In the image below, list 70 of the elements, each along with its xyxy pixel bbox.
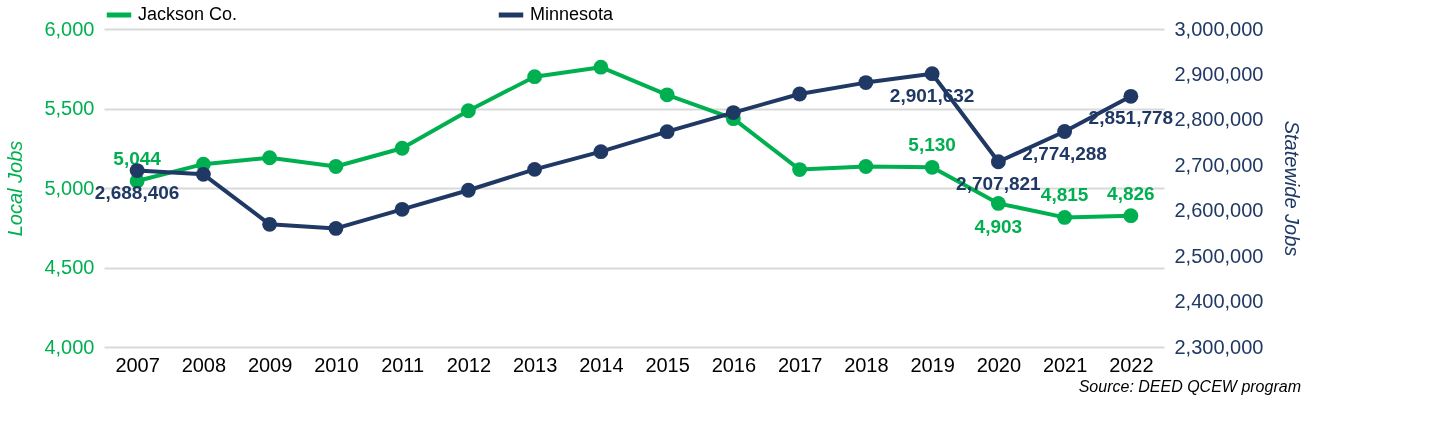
data-label: 2,774,288 [1022, 142, 1107, 164]
x-tick-label: 2008 [181, 353, 227, 376]
point [924, 159, 940, 175]
source-note: Source: DEED QCEW program [1078, 378, 1301, 395]
data-label: 5,130 [908, 134, 956, 156]
point [460, 103, 476, 119]
point [460, 182, 476, 198]
point [593, 144, 609, 160]
point [659, 124, 675, 140]
point [990, 196, 1006, 211]
data-label: 2,688,406 [94, 181, 180, 203]
x-tick-label: 2010 [314, 353, 359, 376]
point [527, 69, 543, 85]
y-axis-title: Local Jobs [4, 140, 27, 237]
data-label: 4,903 [974, 216, 1023, 238]
point [725, 105, 741, 120]
point [527, 161, 543, 177]
x-tick-label: 2007 [115, 353, 160, 376]
y2-tick-label: 2,500,000 [1174, 244, 1264, 267]
point [195, 166, 211, 182]
x-tick-label: 2017 [777, 353, 823, 376]
x-tick-label: 2019 [910, 353, 955, 376]
y2-tick-label: 2,600,000 [1174, 199, 1264, 222]
x-tick-label: 2018 [844, 353, 889, 376]
point [990, 154, 1006, 170]
point [328, 159, 344, 174]
point [792, 86, 808, 102]
point [1123, 88, 1139, 104]
point [593, 59, 609, 75]
x-tick-label: 2016 [711, 353, 757, 376]
point [792, 162, 808, 177]
point [1057, 124, 1073, 139]
point [328, 221, 344, 236]
y2-tick-label: 2,400,000 [1174, 290, 1264, 313]
x-tick-label: 2013 [512, 353, 558, 376]
point [1057, 210, 1073, 225]
legend-label: Minnesota [530, 4, 615, 24]
y-tick-label: 4,000 [44, 335, 95, 358]
y-tick-label: 4,500 [44, 256, 95, 278]
point [659, 87, 675, 103]
y-tick-label: 5,000 [44, 176, 95, 199]
x-tick-label: 2021 [1042, 353, 1088, 376]
y2-axis-title: Statewide Jobs [1281, 120, 1304, 257]
x-tick-label: 2012 [446, 353, 492, 376]
point [394, 201, 410, 217]
y2-tick-label: 2,900,000 [1174, 62, 1264, 85]
x-tick-label: 2014 [579, 353, 624, 376]
y-tick-label: 5,500 [44, 97, 95, 119]
y2-tick-label: 2,800,000 [1174, 108, 1264, 131]
y2-tick-label: 2,300,000 [1174, 335, 1264, 358]
point [394, 140, 410, 156]
point [1123, 208, 1139, 224]
point [924, 66, 940, 82]
x-tick-label: 2015 [645, 353, 690, 376]
legend-label: Jackson Co. [138, 4, 238, 24]
y2-tick-label: 3,000,000 [1174, 17, 1264, 40]
point [262, 150, 278, 166]
data-label: 4,815 [1040, 184, 1089, 206]
x-tick-label: 2009 [247, 353, 293, 376]
data-label: 4,826 [1107, 182, 1155, 204]
point [858, 75, 874, 91]
x-tick-label: 2020 [976, 353, 1022, 376]
data-label: 2,851,778 [1088, 107, 1174, 129]
x-tick-label: 2011 [381, 353, 425, 376]
y-tick-label: 6,000 [44, 17, 95, 40]
point [262, 216, 278, 232]
data-label: 5,044 [113, 148, 162, 169]
y2-tick-label: 2,700,000 [1174, 153, 1264, 176]
x-tick-label: 2022 [1109, 353, 1154, 376]
point [858, 159, 874, 174]
